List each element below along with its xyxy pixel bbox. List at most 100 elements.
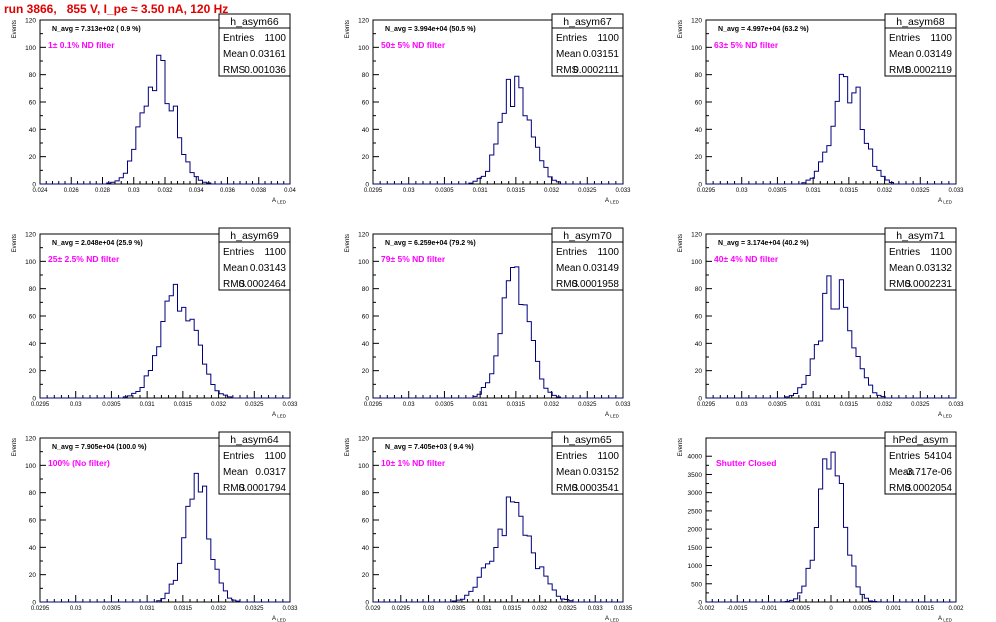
stats-label: RMS (556, 279, 579, 290)
y-tick-label: 40 (362, 127, 370, 134)
x-axis-label-subscript: LED (276, 200, 287, 205)
x-tick-label: 0.032 (532, 606, 548, 612)
x-tick-label: 0.0295 (364, 402, 383, 408)
y-tick-label: 2000 (688, 527, 703, 534)
x-tick-label: 0.0295 (364, 188, 383, 194)
y-tick-label: 100 (25, 259, 36, 266)
x-tick-label: 0.032 (544, 402, 560, 408)
x-tick-label: 0.0015 (916, 606, 935, 612)
x-tick-label: 0.0335 (614, 606, 633, 612)
stats-value: 54104 (924, 451, 952, 462)
stats-value: 0.0317 (255, 467, 286, 478)
stats-value: 0.03149 (916, 49, 953, 60)
y-axis-label: Events (345, 234, 351, 252)
n-avg-label: N_avg = 7.905e+04 (100.0 %) (52, 444, 147, 451)
y-tick-label: 0 (32, 396, 36, 403)
x-tick-label: 0.031 (473, 188, 489, 194)
y-tick-label: 120 (25, 232, 36, 239)
histogram-name: h_asym64 (230, 434, 279, 446)
stats-label: RMS (223, 65, 246, 76)
histogram-panel-h_asym67: 0 20 40 60 80 100 120 0.0295 0.03 0.0305 0.031 0.03… (345, 13, 631, 205)
y-tick-label: 40 (362, 545, 370, 552)
x-tick-label: 0.038 (251, 188, 267, 194)
y-tick-label: 1500 (688, 545, 703, 552)
stats-label: RMS (889, 483, 912, 494)
stats-value: 0.0003541 (572, 483, 620, 494)
stats-box (218, 445, 291, 495)
stats-value: 0.0002231 (905, 279, 953, 290)
x-tick-label: 0.0295 (697, 188, 716, 194)
y-tick-label: 120 (358, 232, 369, 239)
x-tick-label: 0.0315 (507, 402, 526, 408)
stats-value: 1100 (264, 247, 286, 258)
x-tick-label: 0.0315 (507, 188, 526, 194)
x-tick-label: 0.0305 (768, 402, 787, 408)
stats-value: 0.0002119 (905, 65, 952, 76)
y-tick-label: 80 (29, 490, 37, 497)
x-tick-label: 0.033 (282, 402, 298, 408)
y-tick-label: 4000 (688, 454, 703, 461)
x-tick-label: 0.03 (128, 188, 140, 194)
x-tick-label: 0.031 (140, 402, 156, 408)
y-tick-label: 120 (691, 18, 702, 25)
y-tick-label: 20 (362, 154, 370, 161)
y-tick-label: 40 (29, 545, 37, 552)
y-tick-label: 40 (29, 127, 37, 134)
stats-value: 0.03161 (250, 49, 287, 60)
x-tick-label: 0.0305 (435, 402, 454, 408)
x-tick-label: 0.031 (806, 402, 822, 408)
x-tick-label: 0.0325 (245, 402, 264, 408)
histogram-line (373, 496, 623, 603)
y-tick-label: 20 (29, 368, 37, 375)
stats-box (218, 27, 291, 77)
x-tick-label: 0.0315 (840, 188, 859, 194)
filter-annotation: 79± 5% ND filter (381, 254, 446, 264)
y-tick-label: 20 (29, 154, 37, 161)
y-tick-label: 120 (358, 436, 369, 443)
x-tick-label: -0.002 (697, 606, 715, 612)
x-axis-label: A LED (938, 412, 953, 419)
histogram-panel-h_asym68: 0 20 40 60 80 100 120 0.0295 0.03 0.0305 0.031 0.03… (678, 13, 964, 205)
stats-value: 0.03149 (583, 263, 620, 274)
y-tick-label: 60 (695, 100, 703, 107)
x-tick-label: 0.001 (886, 606, 902, 612)
x-tick-label: 0.0325 (578, 402, 597, 408)
x-axis-label-subscript: LED (942, 414, 953, 419)
stats-label: Mean (223, 49, 248, 60)
y-tick-label: 40 (695, 127, 703, 134)
stats-label: Entries (556, 33, 587, 44)
y-tick-label: 100 (691, 45, 702, 52)
y-tick-label: 120 (25, 436, 36, 443)
y-tick-label: 0 (32, 600, 36, 607)
histogram-name: h_asym71 (896, 230, 945, 242)
filter-annotation: 1± 0.1% ND filter (48, 40, 115, 50)
x-tick-label: 0.03 (736, 188, 748, 194)
stats-label: RMS (556, 483, 579, 494)
stats-label: Mean (889, 467, 914, 478)
stats-value: 0.03152 (583, 467, 620, 478)
stats-value: 0.0002111 (573, 65, 619, 76)
n-avg-label: N_avg = 3.174e+04 (40.2 %) (718, 240, 809, 247)
y-tick-label: 60 (362, 314, 370, 321)
x-tick-label: 0.033 (588, 606, 604, 612)
stats-value: 0.0002464 (239, 279, 287, 290)
y-tick-label: 120 (358, 18, 369, 25)
stats-value: 1100 (264, 451, 286, 462)
x-tick-label: 0.03 (423, 606, 435, 612)
x-tick-label: 0.03 (70, 402, 82, 408)
y-axis-label: Events (678, 438, 684, 456)
x-tick-label: 0.033 (948, 402, 964, 408)
y-tick-label: 0 (365, 182, 369, 189)
y-tick-label: 80 (362, 286, 370, 293)
filter-annotation: 50± 5% ND filter (381, 40, 446, 50)
n-avg-label: N_avg = 7.313e+02 ( 0.9 %) (52, 26, 141, 33)
y-tick-label: 0 (698, 182, 702, 189)
stats-label: RMS (889, 65, 912, 76)
filter-annotation: 25± 2.5% ND filter (48, 254, 120, 264)
x-tick-label: 0.031 (806, 188, 822, 194)
histogram-line (40, 283, 290, 399)
x-tick-label: 0.03 (70, 606, 82, 612)
histogram-panel-h_asym70: 0 20 40 60 80 100 120 0.0295 0.03 0.0305 0.031 0.03… (345, 227, 631, 419)
y-tick-label: 3500 (688, 472, 703, 479)
x-tick-label: 0.033 (615, 402, 631, 408)
